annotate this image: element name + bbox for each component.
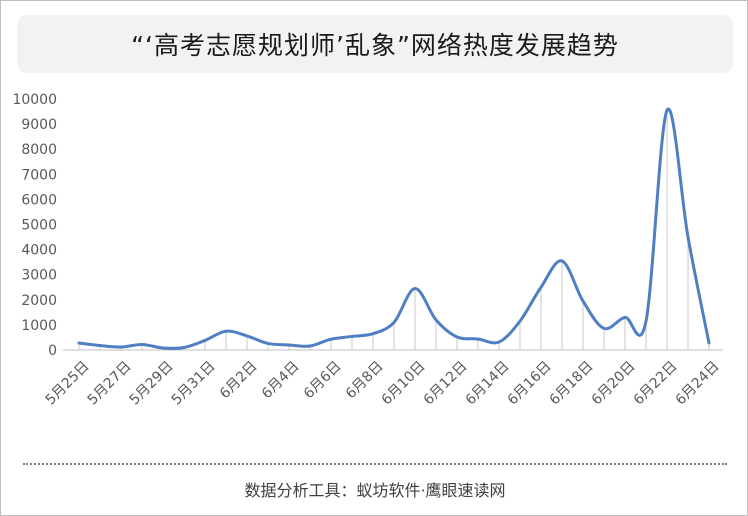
chart-title: “‘高考志愿规划师’乱象”网络热度发展趋势: [131, 31, 619, 60]
y-tick-label-4: 4000: [21, 243, 57, 259]
title-banner: “‘高考志愿规划师’乱象”网络热度发展趋势: [17, 15, 733, 73]
x-tick-label-0: 5月25日: [43, 358, 93, 408]
x-tick-label-10: 6月14日: [463, 358, 513, 408]
y-tick-label-5: 5000: [21, 218, 57, 234]
footer-source: 数据分析工具：蚁坊软件·鹰眼速读网: [244, 481, 506, 500]
x-tick-label-14: 6月22日: [631, 358, 681, 408]
y-tick-label-8: 8000: [21, 142, 57, 158]
y-tick-label-10: 10000: [12, 92, 57, 108]
y-tick-label-9: 9000: [21, 117, 57, 133]
y-tick-label-7: 7000: [21, 167, 57, 183]
series-line: [77, 107, 711, 350]
x-tick-label-3: 5月31日: [169, 358, 219, 408]
x-tick-label-11: 6月16日: [505, 358, 555, 408]
x-tick-label-6: 6月6日: [301, 358, 345, 402]
x-tick-label-1: 5月27日: [85, 358, 135, 408]
x-tick-label-4: 6月2日: [217, 358, 261, 402]
x-tick-label-2: 5月29日: [127, 358, 177, 408]
x-tick-label-8: 6月10日: [379, 358, 429, 408]
y-tick-label-1: 1000: [21, 318, 57, 334]
x-tick-label-13: 6月20日: [589, 358, 639, 408]
x-tick-label-9: 6月12日: [421, 358, 471, 408]
x-tick-label-5: 6月4日: [259, 358, 303, 402]
footer-divider: [23, 463, 727, 465]
line-chart: 0 1000 2000 3000 4000 5000 6000 7000 8000 9000 100…: [12, 92, 723, 408]
x-tick-label-12: 6月18日: [547, 358, 597, 408]
y-tick-label-2: 2000: [21, 293, 57, 309]
y-axis-labels: 0 1000 2000 3000 4000 5000 6000 7000 8000 9000 100…: [12, 92, 57, 359]
y-tick-label-6: 6000: [21, 192, 57, 208]
x-axis-labels: 5月25日5月27日5月29日5月31日6月2日6月4日6月6日6月8日6月10…: [43, 358, 723, 408]
drop-lines: [78, 110, 710, 350]
y-tick-label-0: 0: [48, 343, 57, 359]
x-tick-label-15: 6月24日: [673, 358, 723, 408]
y-tick-label-3: 3000: [21, 268, 57, 284]
